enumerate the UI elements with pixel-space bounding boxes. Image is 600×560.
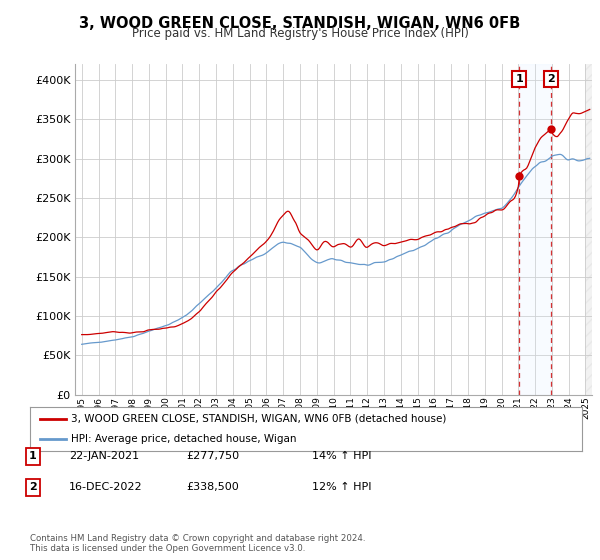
Text: 1: 1	[29, 451, 37, 461]
Text: 2: 2	[29, 482, 37, 492]
Text: 12% ↑ HPI: 12% ↑ HPI	[312, 482, 371, 492]
Bar	[586, 64, 600, 395]
Text: 3, WOOD GREEN CLOSE, STANDISH, WIGAN, WN6 0FB: 3, WOOD GREEN CLOSE, STANDISH, WIGAN, WN…	[79, 16, 521, 31]
Bar	[519, 64, 551, 395]
Text: 2: 2	[547, 74, 554, 84]
Text: 14% ↑ HPI: 14% ↑ HPI	[312, 451, 371, 461]
Text: Price paid vs. HM Land Registry's House Price Index (HPI): Price paid vs. HM Land Registry's House …	[131, 27, 469, 40]
Text: 16-DEC-2022: 16-DEC-2022	[69, 482, 143, 492]
Text: £277,750: £277,750	[186, 451, 239, 461]
Text: 22-JAN-2021: 22-JAN-2021	[69, 451, 139, 461]
Text: Contains HM Land Registry data © Crown copyright and database right 2024.
This d: Contains HM Land Registry data © Crown c…	[30, 534, 365, 553]
Text: 3, WOOD GREEN CLOSE, STANDISH, WIGAN, WN6 0FB (detached house): 3, WOOD GREEN CLOSE, STANDISH, WIGAN, WN…	[71, 414, 447, 424]
Text: HPI: Average price, detached house, Wigan: HPI: Average price, detached house, Wiga…	[71, 434, 297, 444]
Text: 1: 1	[515, 74, 523, 84]
Text: £338,500: £338,500	[186, 482, 239, 492]
